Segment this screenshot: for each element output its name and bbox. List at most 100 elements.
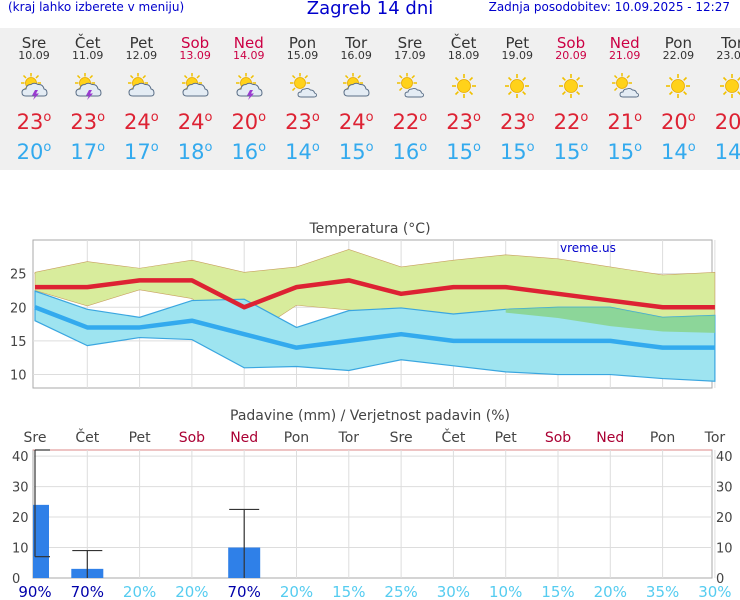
temperature-range-overlap — [505, 307, 715, 333]
x-day-label: Pet — [495, 430, 518, 446]
max-temperature: 24o — [177, 110, 213, 134]
sun-icon — [557, 72, 585, 100]
day-name: Sre — [21, 34, 47, 52]
sun-small-cloud-icon — [289, 72, 317, 100]
min-temperature: 20o — [16, 140, 52, 164]
day-date: 19.09 — [501, 49, 534, 62]
precipitation-probability: 15% — [332, 583, 365, 600]
min-temperature: 15o — [446, 140, 481, 164]
min-temperature: 14o — [661, 140, 696, 164]
precipitation-probability: 90% — [18, 583, 51, 600]
day-name: Čet — [74, 34, 101, 52]
day-date: 17.09 — [394, 49, 426, 62]
day-name: Sob — [556, 34, 586, 52]
max-temperature: 22o — [392, 110, 428, 134]
max-temperature: 23o — [70, 110, 106, 134]
y-tick-label-right: 0 — [716, 572, 724, 587]
chart-title: Padavine (mm) / Verjetnost padavin (%) — [230, 408, 510, 424]
sun-cloud-icon — [181, 72, 209, 100]
temperature-chart: Temperatura (°C) 10 15 20 25 vreme.us — [10, 221, 716, 389]
day-date: 18.09 — [447, 49, 480, 62]
last-update: Zadnja posodobitev: 10.09.2025 - 12:27 — [488, 0, 730, 14]
x-day-label: Sre — [390, 430, 413, 446]
x-day-label: Tor — [704, 430, 726, 446]
sun-small-cloud-icon — [611, 72, 639, 100]
daily-forecast-strip: Sre 10.09 23o 20o Čet 11.09 23o 17o Pet 12.09 24o 1… — [0, 28, 740, 170]
day-name: Tor — [721, 34, 740, 52]
chart-title: Temperatura (°C) — [308, 221, 430, 237]
y-tick-label: 15 — [10, 335, 27, 350]
max-temperature: 22o — [553, 110, 589, 134]
x-day-label: Pet — [129, 430, 152, 446]
y-tick-label: 25 — [10, 268, 27, 283]
precipitation-probability: 20% — [594, 583, 627, 600]
precipitation-probability: 15% — [541, 583, 574, 600]
sun-cloud-storm-icon — [235, 72, 263, 100]
sun-small-cloud-icon — [396, 72, 424, 100]
x-day-label: Pon — [650, 430, 675, 446]
sun-icon — [718, 72, 740, 100]
day-name: Sob — [180, 34, 210, 52]
y-tick-label: 10 — [10, 369, 27, 384]
day-name: Pon — [664, 34, 692, 52]
day-name: Ned — [233, 34, 264, 52]
sun-cloud-storm-icon — [20, 72, 48, 100]
precipitation-probability: 10% — [489, 583, 522, 600]
y-tick-label-right: 40 — [716, 450, 733, 465]
day-date: 12.09 — [125, 49, 158, 62]
precipitation-probability: 35% — [646, 583, 679, 600]
min-temperature: 15o — [553, 140, 589, 164]
day-date: 13.09 — [179, 49, 211, 62]
max-temperature: 20o — [661, 110, 696, 134]
menu-hint: (kraj lahko izberete v meniju) — [8, 0, 185, 14]
day-date: 16.09 — [340, 49, 372, 62]
x-day-label: Sre — [24, 430, 47, 446]
precipitation-bar — [33, 504, 49, 578]
y-tick-label-left: 30 — [12, 481, 29, 496]
x-day-label: Čet — [75, 428, 99, 446]
day-date: 20.09 — [555, 49, 587, 62]
sun-icon — [664, 72, 692, 100]
day-date: 23.09 — [716, 49, 740, 62]
day-name: Sre — [397, 34, 423, 52]
x-day-label: Čet — [441, 428, 465, 446]
y-tick-label-right: 30 — [716, 481, 733, 496]
max-temperature: 20o — [231, 110, 267, 134]
min-temperature: 14o — [714, 140, 740, 164]
sun-cloud-storm-icon — [74, 72, 102, 100]
max-temperature: 21o — [607, 110, 643, 134]
precipitation-probability: 70% — [228, 583, 261, 600]
precipitation-probability: 20% — [123, 583, 156, 600]
precipitation-probability: 70% — [71, 583, 104, 600]
watermark: vreme.us — [560, 241, 616, 255]
min-temperature: 15o — [499, 140, 535, 164]
y-tick-label-left: 40 — [12, 450, 29, 465]
max-temperature-line — [35, 278, 715, 310]
y-tick-label-left: 10 — [12, 542, 29, 557]
y-tick-label-right: 10 — [716, 542, 733, 557]
day-date: 21.09 — [608, 49, 641, 62]
day-date: 14.09 — [233, 49, 265, 62]
max-temperature: 23o — [499, 110, 535, 134]
min-temperature: 18o — [177, 140, 213, 164]
max-temperature: 24o — [124, 110, 159, 134]
sun-cloud-icon — [342, 72, 370, 100]
precipitation-probability: 20% — [280, 583, 313, 600]
max-temperature: 24o — [338, 110, 374, 134]
y-tick-label-right: 20 — [716, 511, 733, 526]
x-day-label: Pon — [284, 430, 309, 446]
y-tick-label-left: 0 — [12, 572, 20, 587]
max-temperature: 23o — [285, 110, 320, 134]
min-temperature: 17o — [70, 140, 106, 164]
precipitation-probability: 30% — [437, 583, 470, 600]
day-date: 15.09 — [286, 49, 319, 62]
y-tick-label: 20 — [10, 301, 27, 316]
sun-icon — [450, 72, 478, 100]
precipitation-probability: 30% — [698, 583, 731, 600]
min-temperature: 15o — [338, 140, 374, 164]
max-temperature: 23o — [16, 110, 52, 134]
day-name: Pet — [129, 34, 154, 52]
min-temperature: 15o — [607, 140, 643, 164]
day-date: 22.09 — [662, 49, 695, 62]
precipitation-probability: 20% — [175, 583, 208, 600]
